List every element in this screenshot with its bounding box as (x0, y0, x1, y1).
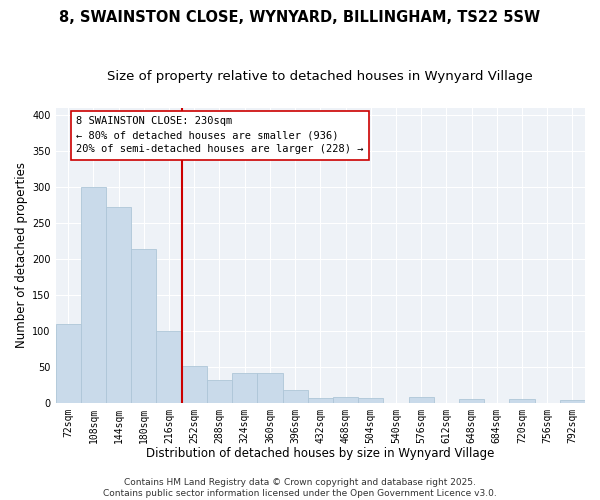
Bar (182, 366, 207, 403)
Bar (308, 398, 333, 402)
X-axis label: Distribution of detached houses by size in Wynyard Village: Distribution of detached houses by size … (146, 447, 494, 460)
Bar (232, 373, 257, 402)
Bar (358, 398, 383, 402)
Bar (459, 399, 484, 402)
Bar (509, 399, 535, 402)
Bar (56, 324, 81, 402)
Bar (106, 207, 131, 402)
Text: 8 SWAINSTON CLOSE: 230sqm
← 80% of detached houses are smaller (936)
20% of semi: 8 SWAINSTON CLOSE: 230sqm ← 80% of detac… (76, 116, 364, 154)
Text: Contains HM Land Registry data © Crown copyright and database right 2025.
Contai: Contains HM Land Registry data © Crown c… (103, 478, 497, 498)
Bar (207, 380, 232, 402)
Bar (560, 400, 585, 402)
Text: 8, SWAINSTON CLOSE, WYNYARD, BILLINGHAM, TS22 5SW: 8, SWAINSTON CLOSE, WYNYARD, BILLINGHAM,… (59, 10, 541, 25)
Title: Size of property relative to detached houses in Wynyard Village: Size of property relative to detached ho… (107, 70, 533, 83)
Bar (81, 187, 106, 402)
Bar (157, 331, 182, 402)
Bar (257, 373, 283, 402)
Bar (333, 397, 358, 402)
Y-axis label: Number of detached properties: Number of detached properties (15, 162, 28, 348)
Bar (409, 397, 434, 402)
Bar (283, 390, 308, 402)
Bar (131, 250, 157, 402)
